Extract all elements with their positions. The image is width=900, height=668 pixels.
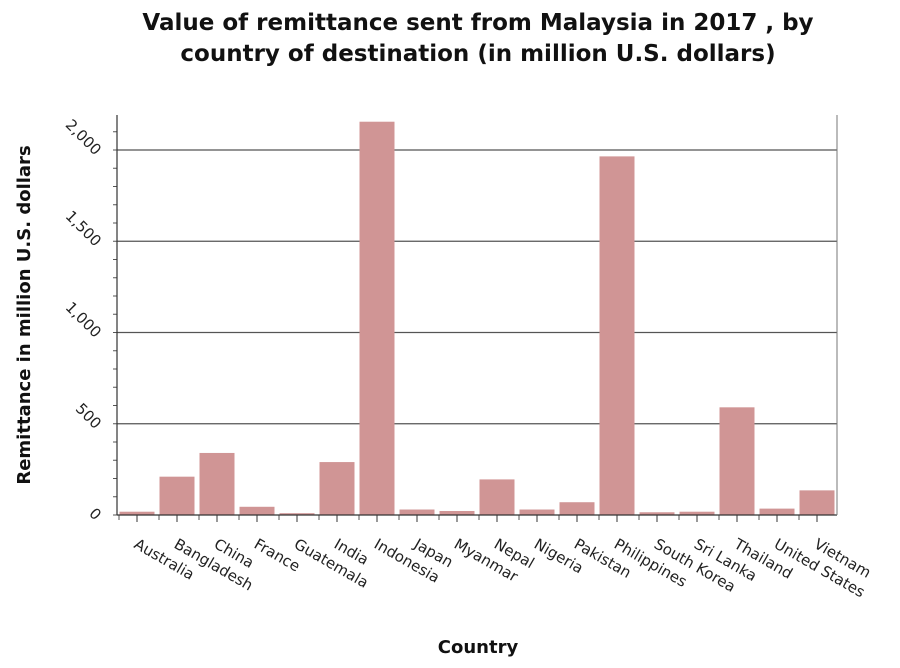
tick-labels: 05001,0001,5002,000AustraliaBangladeshCh…: [62, 116, 874, 602]
bar-indonesia: [359, 121, 395, 516]
bar-vietnam: [799, 490, 835, 515]
bar-thailand: [719, 407, 755, 515]
axes: [113, 115, 838, 522]
y-axis-title: Remittance in million U.S. dollars: [14, 145, 35, 484]
bar-pakistan: [559, 502, 595, 515]
bar-australia: [119, 511, 155, 515]
chart-title: Value of remittance sent from Malaysia i…: [142, 10, 814, 67]
bars: [119, 121, 835, 516]
y-tick-label: 2,000: [62, 116, 105, 159]
bar-bangladesh: [159, 476, 195, 515]
bar-nigeria: [519, 509, 555, 515]
y-tick-label: 1,500: [62, 207, 105, 250]
bar-nepal: [479, 479, 515, 515]
bar-france: [239, 506, 275, 515]
bar-sri-lanka: [679, 511, 715, 515]
bar-united-states: [759, 508, 795, 515]
y-tick-label: 1,000: [62, 298, 105, 341]
y-tick-label: 500: [72, 400, 105, 433]
y-tick-label: 0: [85, 504, 104, 523]
bar-china: [199, 452, 235, 515]
bar-japan: [399, 509, 435, 515]
bar-india: [319, 462, 355, 515]
x-axis-title: Country: [438, 637, 519, 658]
bar-south-korea: [639, 512, 675, 515]
bar-guatemala: [279, 513, 315, 515]
gridlines: [117, 149, 837, 425]
bar-philippines: [599, 156, 635, 515]
bar-myanmar: [439, 510, 475, 515]
